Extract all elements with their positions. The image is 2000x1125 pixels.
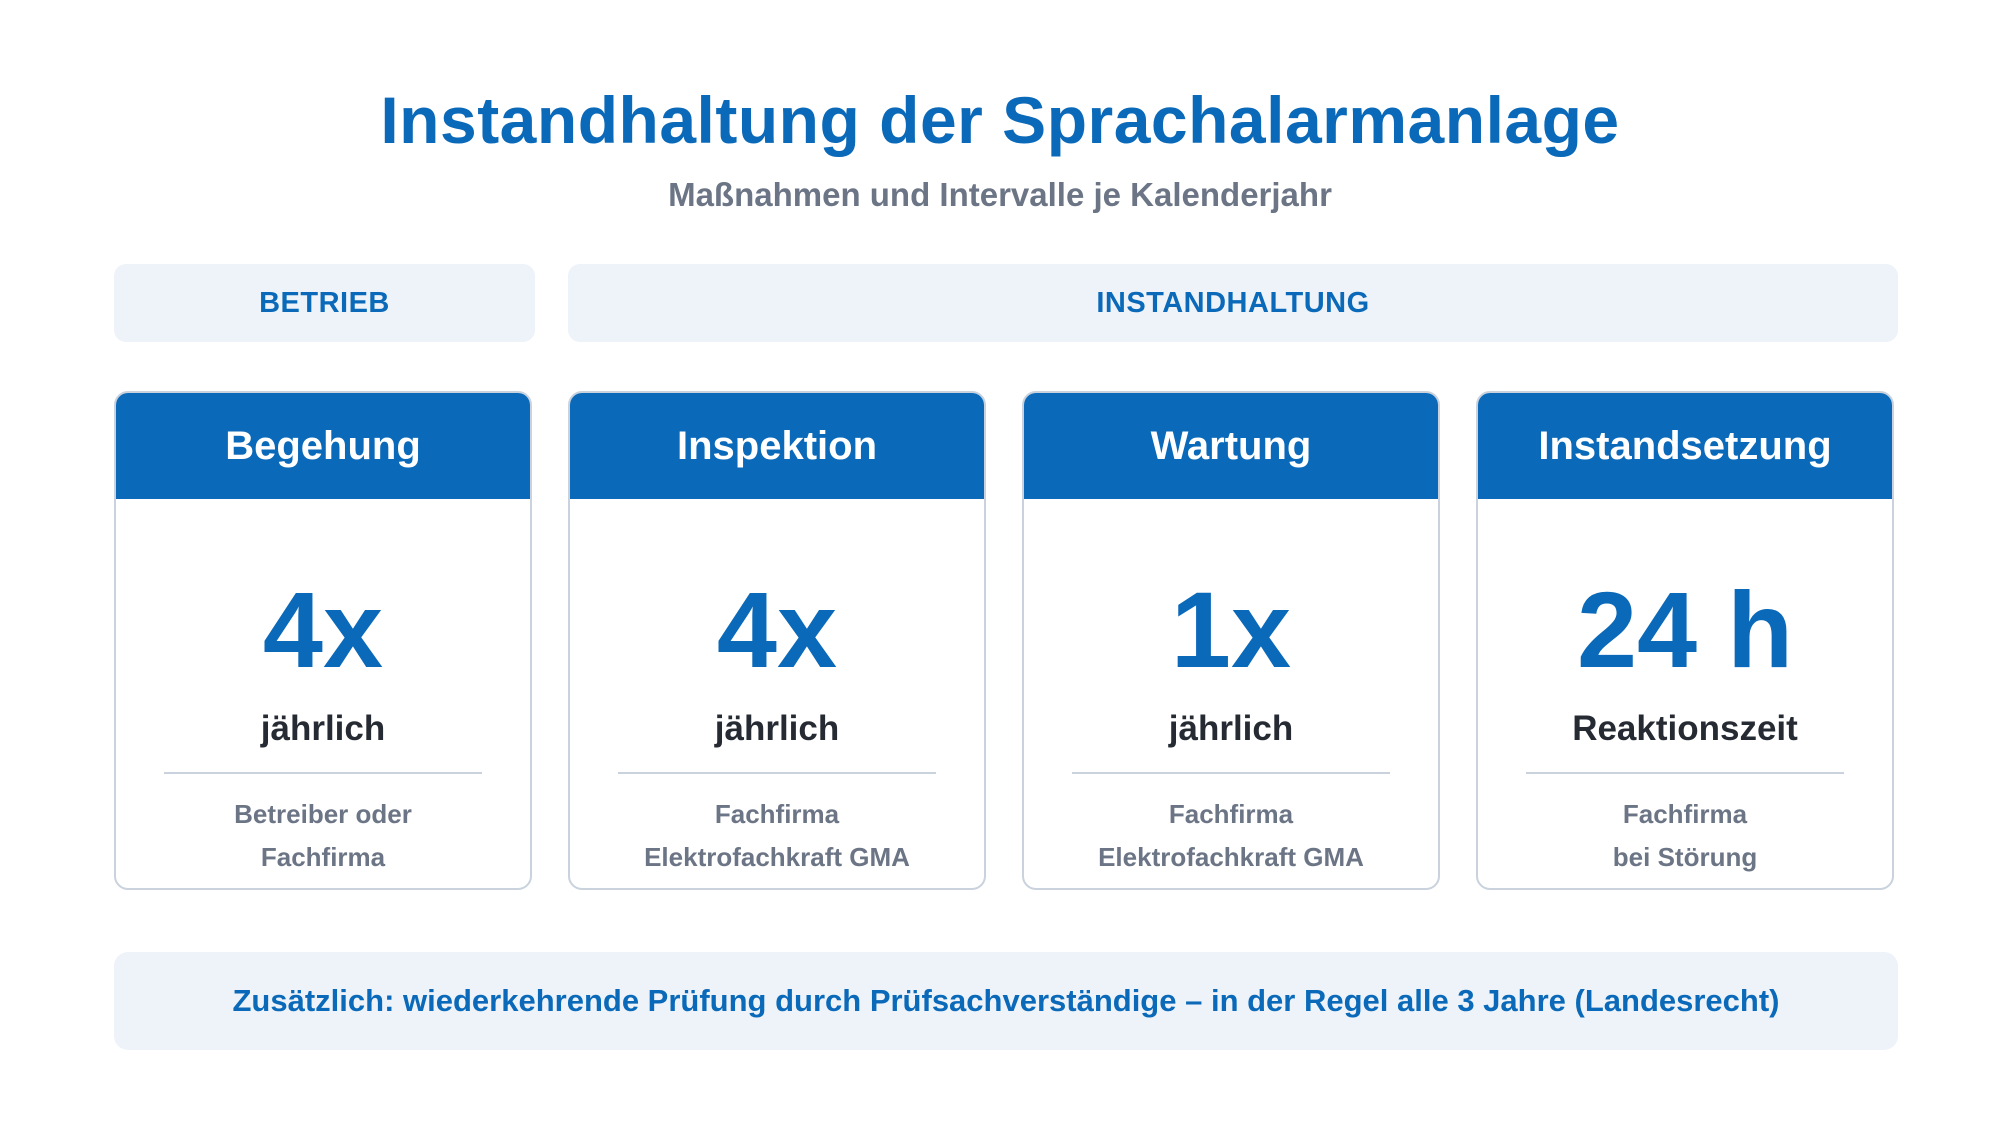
- card-unit: jährlich: [260, 709, 386, 748]
- card-note-line: Fachfirma: [260, 842, 386, 872]
- page-subtitle: Maßnahmen und Intervalle je Kalenderjahr: [668, 176, 1332, 213]
- card-note-line: Fachfirma: [1622, 799, 1748, 829]
- card-unit: jährlich: [714, 709, 840, 748]
- card-divider: [164, 772, 482, 774]
- section-betrieb: BETRIEB: [114, 264, 535, 342]
- card-value: 24 h: [1576, 569, 1794, 690]
- card-unit: Reaktionszeit: [1572, 709, 1798, 748]
- footer-note: Zusätzlich: wiederkehrende Prüfung durch…: [114, 952, 1898, 1050]
- card-divider: [1526, 772, 1844, 774]
- card-divider: [1072, 772, 1390, 774]
- card-value: 4x: [716, 569, 838, 690]
- card-begehung: Begehung 4x jährlich Betreiber oder Fach…: [114, 391, 532, 890]
- card-note: Fachfirma Elektrofachkraft GMA: [1024, 793, 1438, 879]
- card-title: Instandsetzung: [1478, 393, 1892, 499]
- card-note: Fachfirma bei Störung: [1478, 793, 1892, 879]
- card-inspektion: Inspektion 4x jährlich Fachfirma Elektro…: [568, 391, 986, 890]
- page-title: Instandhaltung der Sprachalarmanlage: [380, 83, 1620, 157]
- card-title: Inspektion: [570, 393, 984, 499]
- card-note-line: Elektrofachkraft GMA: [1098, 842, 1364, 872]
- card-note: Betreiber oder Fachfirma: [116, 793, 530, 879]
- section-instandhaltung: INSTANDHALTUNG: [568, 264, 1898, 342]
- card-unit: jährlich: [1168, 709, 1294, 748]
- card-note-line: Fachfirma: [714, 799, 840, 829]
- card-note-line: Elektrofachkraft GMA: [644, 842, 910, 872]
- card-note-line: Betreiber oder: [234, 799, 412, 829]
- card-title: Begehung: [116, 393, 530, 499]
- card-value: 4x: [262, 569, 384, 690]
- card-title: Wartung: [1024, 393, 1438, 499]
- card-value: 1x: [1170, 569, 1292, 690]
- card-instandsetzung: Instandsetzung 24 h Reaktionszeit Fachfi…: [1476, 391, 1894, 890]
- card-note: Fachfirma Elektrofachkraft GMA: [570, 793, 984, 879]
- card-note-line: bei Störung: [1612, 842, 1758, 872]
- card-divider: [618, 772, 936, 774]
- card-note-line: Fachfirma: [1168, 799, 1294, 829]
- card-wartung: Wartung 1x jährlich Fachfirma Elektrofac…: [1022, 391, 1440, 890]
